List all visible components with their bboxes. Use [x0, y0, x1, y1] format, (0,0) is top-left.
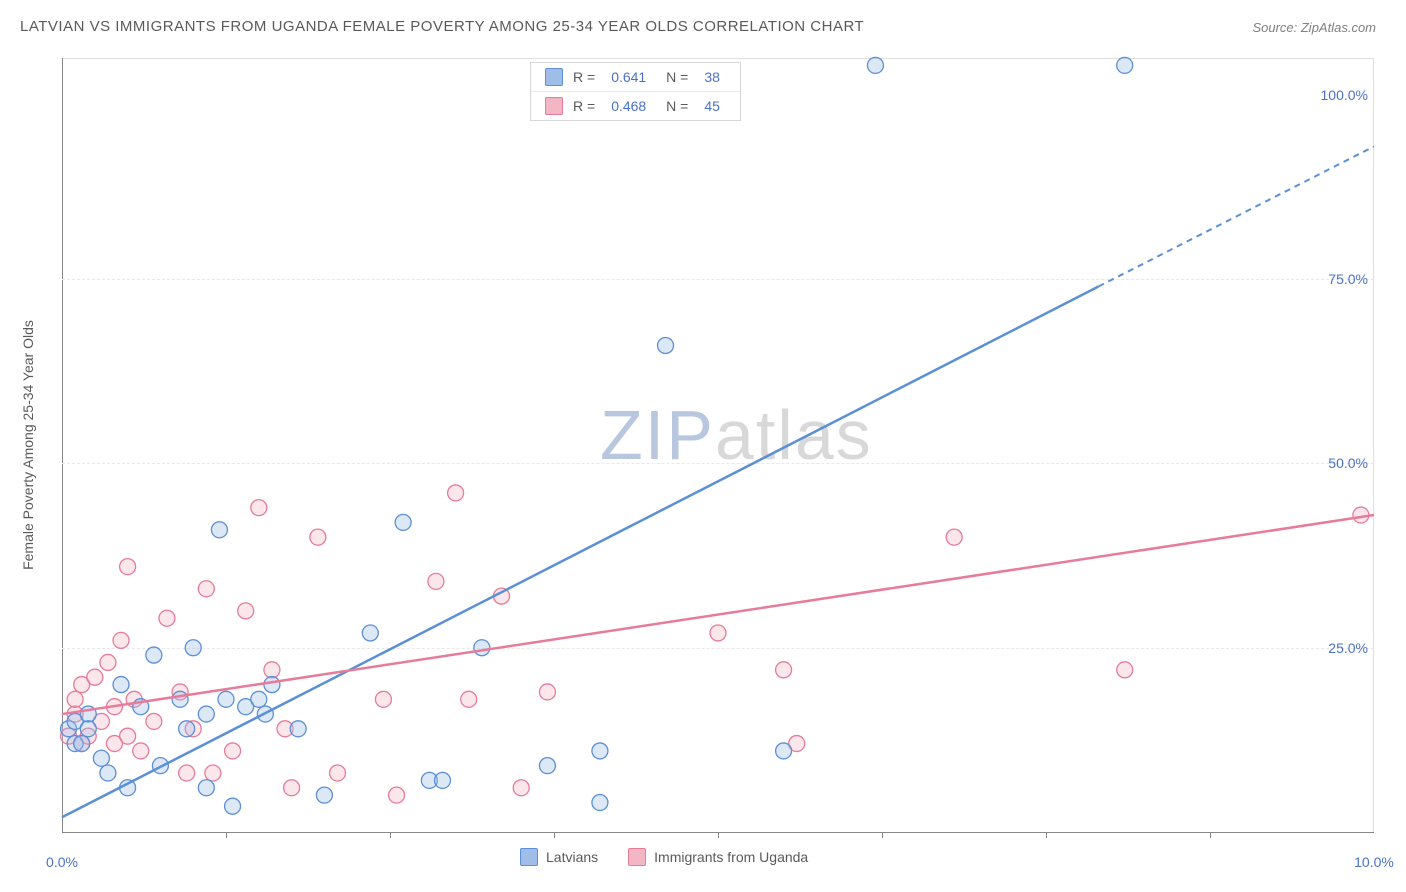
scatter-point	[658, 337, 674, 353]
scatter-point	[513, 780, 529, 796]
legend-swatch-latvians	[545, 68, 563, 86]
scatter-point	[251, 500, 267, 516]
scatter-point	[172, 691, 188, 707]
scatter-point	[87, 669, 103, 685]
x-tick-label: 10.0%	[1354, 854, 1394, 870]
scatter-point	[362, 625, 378, 641]
x-tick-mark	[1046, 832, 1047, 838]
scatter-point	[198, 706, 214, 722]
scatter-point	[120, 728, 136, 744]
legend-swatch-icon	[520, 848, 538, 866]
legend-r-value-latvians: 0.641	[611, 69, 646, 85]
legend-label-uganda: Immigrants from Uganda	[654, 849, 808, 865]
x-tick-mark	[1210, 832, 1211, 838]
legend-r-value-uganda: 0.468	[611, 98, 646, 114]
legend-swatch-uganda	[545, 97, 563, 115]
scatter-point	[146, 713, 162, 729]
chart-source: Source: ZipAtlas.com	[1252, 20, 1376, 35]
legend-correlation: R = 0.641 N = 38 R = 0.468 N = 45	[530, 62, 741, 121]
scatter-point	[461, 691, 477, 707]
trend-line	[62, 515, 1374, 714]
scatter-point	[592, 795, 608, 811]
scatter-point	[179, 765, 195, 781]
scatter-point	[316, 787, 332, 803]
scatter-point	[80, 721, 96, 737]
scatter-point	[113, 632, 129, 648]
scatter-point	[448, 485, 464, 501]
scatter-point	[1117, 57, 1133, 73]
legend-n-value-latvians: 38	[704, 69, 720, 85]
scatter-point	[592, 743, 608, 759]
legend-row-uganda: R = 0.468 N = 45	[531, 91, 740, 120]
scatter-point	[218, 691, 234, 707]
scatter-point	[67, 691, 83, 707]
scatter-point	[198, 581, 214, 597]
scatter-point	[225, 743, 241, 759]
scatter-point	[251, 691, 267, 707]
x-tick-label: 0.0%	[46, 854, 78, 870]
scatter-point	[428, 573, 444, 589]
chart-svg	[62, 58, 1374, 832]
scatter-point	[100, 765, 116, 781]
legend-label-latvians: Latvians	[546, 849, 598, 865]
scatter-point	[310, 529, 326, 545]
legend-item-latvians: Latvians	[520, 848, 598, 866]
scatter-point	[434, 772, 450, 788]
legend-row-latvians: R = 0.641 N = 38	[531, 63, 740, 91]
scatter-point	[1117, 662, 1133, 678]
scatter-point	[375, 691, 391, 707]
scatter-point	[539, 684, 555, 700]
scatter-point	[74, 736, 90, 752]
scatter-point	[867, 57, 883, 73]
legend-swatch-icon	[628, 848, 646, 866]
x-tick-mark	[718, 832, 719, 838]
scatter-point	[225, 798, 241, 814]
x-tick-mark	[390, 832, 391, 838]
scatter-point	[264, 662, 280, 678]
scatter-point	[290, 721, 306, 737]
scatter-point	[284, 780, 300, 796]
scatter-point	[185, 640, 201, 656]
scatter-point	[179, 721, 195, 737]
scatter-point	[389, 787, 405, 803]
x-tick-mark	[226, 832, 227, 838]
scatter-point	[474, 640, 490, 656]
scatter-point	[211, 522, 227, 538]
scatter-point	[395, 514, 411, 530]
x-tick-mark	[882, 832, 883, 838]
chart-title: LATVIAN VS IMMIGRANTS FROM UGANDA FEMALE…	[20, 18, 864, 35]
legend-r-label: R =	[573, 98, 595, 114]
scatter-point	[264, 677, 280, 693]
scatter-point	[100, 654, 116, 670]
scatter-point	[133, 743, 149, 759]
y-axis-label: Female Poverty Among 25-34 Year Olds	[20, 320, 36, 570]
scatter-point	[120, 559, 136, 575]
legend-n-label: N =	[662, 69, 688, 85]
x-tick-mark	[554, 832, 555, 838]
scatter-point	[113, 677, 129, 693]
legend-series: Latvians Immigrants from Uganda	[520, 848, 808, 866]
legend-n-value-uganda: 45	[704, 98, 720, 114]
scatter-point	[946, 529, 962, 545]
legend-n-label: N =	[662, 98, 688, 114]
scatter-point	[710, 625, 726, 641]
legend-r-label: R =	[573, 69, 595, 85]
scatter-point	[205, 765, 221, 781]
trend-line	[62, 287, 1098, 818]
scatter-point	[539, 758, 555, 774]
scatter-point	[159, 610, 175, 626]
scatter-point	[198, 780, 214, 796]
scatter-point	[146, 647, 162, 663]
scatter-point	[330, 765, 346, 781]
scatter-point	[776, 662, 792, 678]
trend-line-dashed	[1098, 146, 1374, 286]
scatter-point	[93, 750, 109, 766]
scatter-point	[776, 743, 792, 759]
legend-item-uganda: Immigrants from Uganda	[628, 848, 808, 866]
scatter-point	[238, 603, 254, 619]
